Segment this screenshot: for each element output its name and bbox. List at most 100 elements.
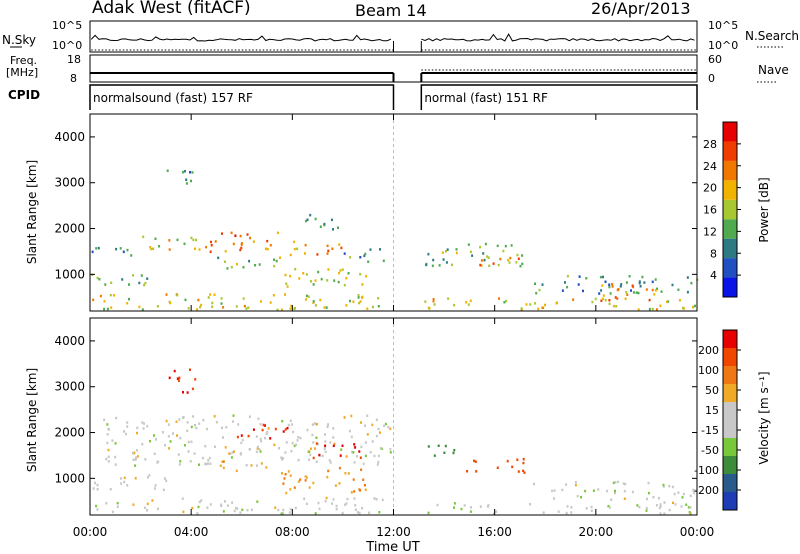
cell-13 <box>611 283 614 286</box>
cell-6 <box>226 267 229 270</box>
cell-10 <box>378 511 381 514</box>
velocity-colorbar-label: Velocity [m s⁻¹] <box>757 371 771 464</box>
cell-0 <box>133 451 136 454</box>
cell-8 <box>466 470 469 473</box>
cell-7 <box>302 272 305 275</box>
colorbar-swatch <box>723 384 737 402</box>
cell-9 <box>631 490 634 494</box>
cell-11 <box>645 509 648 512</box>
cell-10 <box>482 252 485 255</box>
cell-2 <box>239 234 242 238</box>
cell-11 <box>680 505 683 508</box>
cell-10 <box>226 504 229 507</box>
cell-12 <box>625 281 628 284</box>
cell-0 <box>291 441 294 445</box>
cpid-segment-label-0: normalsound (fast) 157 RF <box>93 91 253 105</box>
cell-2 <box>210 240 212 244</box>
cell-8 <box>522 457 525 461</box>
cell-10 <box>479 245 482 249</box>
cell-0 <box>296 439 299 442</box>
cell-1 <box>168 239 171 242</box>
velocity-cbar-label: 15 <box>705 404 719 417</box>
cell-14 <box>184 298 187 302</box>
cell-0 <box>164 444 167 447</box>
cell-1 <box>192 238 195 242</box>
cell-1 <box>94 481 96 485</box>
cell-6 <box>222 460 225 463</box>
cell-0 <box>107 460 110 463</box>
cell-2 <box>182 391 184 394</box>
cell-5 <box>299 478 302 481</box>
cell-10 <box>469 250 472 254</box>
cell-0 <box>136 431 138 435</box>
cell-10 <box>335 504 338 508</box>
cell-0 <box>255 435 258 438</box>
cell-14 <box>103 300 106 303</box>
cell-0 <box>155 438 157 441</box>
cell-5 <box>146 277 149 280</box>
cell-5 <box>327 469 330 473</box>
cell-11 <box>470 506 472 509</box>
cell-8 <box>185 182 188 185</box>
cell-2 <box>240 243 243 246</box>
cell-0 <box>366 433 369 436</box>
cell-0 <box>316 423 318 426</box>
cell-10 <box>222 510 225 513</box>
cell-2 <box>269 244 272 247</box>
cell-0 <box>289 419 292 423</box>
cell-0 <box>284 451 287 454</box>
cell-9 <box>646 497 648 501</box>
cell-10 <box>289 508 292 511</box>
cell-14 <box>357 294 360 297</box>
cell-0 <box>282 457 285 460</box>
cell-15 <box>534 302 537 305</box>
cell-15 <box>432 298 435 301</box>
cell-9 <box>673 492 676 496</box>
cell-12 <box>638 280 641 283</box>
cell-9 <box>574 481 577 484</box>
cell-0 <box>178 463 181 466</box>
cell-14 <box>345 304 348 307</box>
cell-2 <box>232 242 235 246</box>
cell-0 <box>97 246 100 250</box>
cell-0 <box>153 434 155 437</box>
cell-10 <box>445 250 447 253</box>
cell-10 <box>209 503 212 506</box>
cell-10 <box>335 508 338 511</box>
cell-9 <box>323 222 326 226</box>
cell-14 <box>305 298 308 301</box>
cell-14 <box>92 298 95 302</box>
cell-14 <box>377 297 380 300</box>
cell-9 <box>662 485 665 488</box>
cell-5 <box>143 283 146 287</box>
nave-tick-high: 60 <box>708 53 722 66</box>
freq-tick-low: 8 <box>70 72 77 85</box>
cell-0 <box>285 441 288 444</box>
cell-0 <box>136 455 139 458</box>
cell-9 <box>693 491 696 495</box>
cell-12 <box>538 288 541 292</box>
cell-10 <box>516 253 519 257</box>
cell-0 <box>389 448 392 451</box>
cell-10 <box>373 497 376 500</box>
cell-0 <box>169 440 172 443</box>
cell-13 <box>653 293 656 296</box>
cpid-segment-label-1: normal (fast) 151 RF <box>424 91 548 105</box>
cell-11 <box>655 504 658 507</box>
cell-10 <box>484 242 487 246</box>
cell-0 <box>229 452 232 455</box>
cell-3 <box>274 427 277 431</box>
cell-9 <box>668 484 671 488</box>
cell-11 <box>663 512 666 515</box>
cell-0 <box>190 425 193 429</box>
cell-0 <box>165 419 168 423</box>
cell-12 <box>541 283 544 286</box>
cell-0 <box>371 423 374 427</box>
cell-3 <box>264 424 266 427</box>
cell-14 <box>103 307 106 311</box>
colorbar-swatch <box>723 199 737 220</box>
cell-14 <box>110 306 113 309</box>
cell-14 <box>99 294 102 298</box>
colorbar-swatch <box>723 277 737 297</box>
cell-3 <box>269 437 272 440</box>
